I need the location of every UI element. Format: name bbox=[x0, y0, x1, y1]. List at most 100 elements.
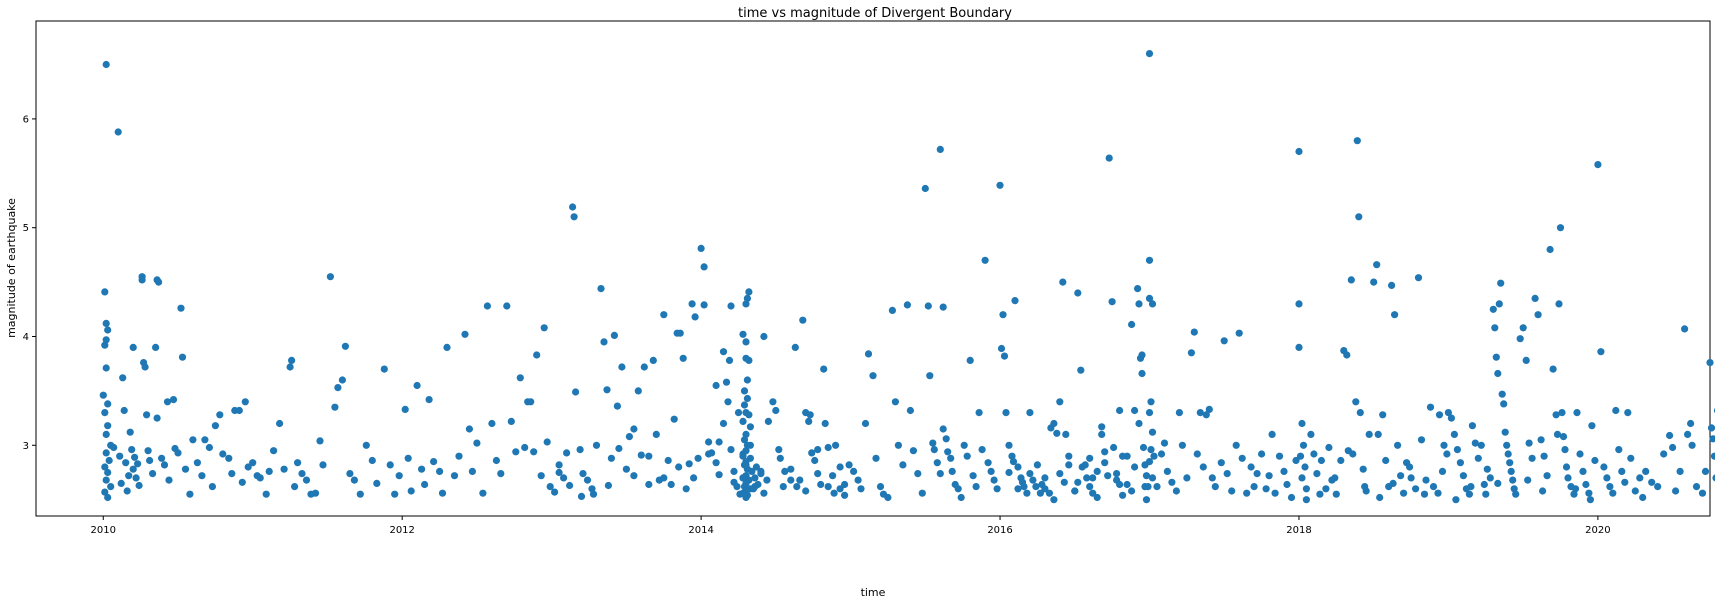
data-point bbox=[1447, 414, 1455, 422]
data-point bbox=[604, 481, 613, 490]
data-point bbox=[776, 454, 784, 462]
data-point bbox=[129, 465, 137, 473]
data-point bbox=[764, 417, 773, 425]
y-tick-label: 5 bbox=[23, 223, 29, 234]
data-point bbox=[1543, 472, 1551, 480]
data-point bbox=[1522, 356, 1530, 364]
data-point bbox=[829, 472, 837, 480]
data-point bbox=[425, 396, 433, 404]
data-point bbox=[1138, 351, 1146, 359]
data-point bbox=[719, 419, 728, 428]
data-point bbox=[740, 387, 749, 395]
data-point bbox=[1586, 496, 1594, 504]
data-point bbox=[808, 449, 816, 457]
data-point bbox=[1684, 430, 1692, 438]
data-point bbox=[1050, 419, 1058, 428]
data-point bbox=[802, 409, 810, 417]
data-point bbox=[1459, 472, 1467, 480]
data-point bbox=[1582, 480, 1590, 489]
data-point bbox=[1494, 479, 1502, 487]
data-point bbox=[1331, 474, 1339, 482]
data-point bbox=[1008, 452, 1016, 460]
data-point bbox=[857, 485, 865, 493]
data-point bbox=[1325, 443, 1333, 452]
data-point bbox=[1712, 474, 1715, 482]
data-point bbox=[854, 476, 862, 484]
data-point bbox=[1123, 480, 1131, 489]
data-point bbox=[984, 459, 992, 467]
data-point bbox=[675, 463, 683, 471]
data-point bbox=[743, 376, 752, 384]
data-point bbox=[208, 483, 216, 491]
y-tick-label: 4 bbox=[23, 332, 29, 343]
data-point bbox=[742, 430, 750, 438]
data-point bbox=[497, 470, 505, 478]
data-point bbox=[1032, 483, 1040, 491]
data-point bbox=[1397, 472, 1405, 480]
data-point bbox=[1710, 452, 1715, 460]
data-point bbox=[430, 458, 438, 466]
data-point bbox=[560, 474, 568, 482]
data-point bbox=[1495, 300, 1503, 308]
data-point bbox=[1528, 454, 1536, 462]
data-point bbox=[936, 145, 944, 153]
data-point bbox=[101, 409, 109, 417]
data-point bbox=[1062, 430, 1070, 438]
data-point bbox=[241, 398, 249, 406]
data-point bbox=[334, 384, 342, 392]
data-point bbox=[1549, 365, 1557, 373]
data-point bbox=[1287, 493, 1296, 502]
data-point bbox=[1011, 297, 1019, 305]
data-point bbox=[119, 374, 127, 382]
data-point bbox=[102, 449, 110, 457]
data-point bbox=[791, 343, 799, 351]
data-point bbox=[697, 244, 705, 252]
data-point bbox=[507, 417, 515, 425]
data-point bbox=[891, 398, 900, 406]
data-point bbox=[1104, 472, 1112, 480]
data-point bbox=[1450, 430, 1458, 438]
data-point bbox=[805, 417, 813, 425]
data-point bbox=[579, 470, 587, 478]
data-point bbox=[1060, 478, 1068, 486]
data-point bbox=[1498, 390, 1506, 398]
data-point bbox=[640, 363, 648, 371]
data-point bbox=[1407, 474, 1415, 482]
data-point bbox=[1145, 256, 1154, 264]
data-point bbox=[1648, 478, 1656, 486]
data-point bbox=[1491, 324, 1499, 332]
data-point bbox=[820, 365, 828, 373]
data-point bbox=[987, 467, 995, 475]
x-tick-label: 2020 bbox=[1585, 525, 1610, 536]
data-point bbox=[1558, 409, 1566, 417]
data-point bbox=[712, 381, 720, 390]
data-point bbox=[832, 441, 840, 449]
data-point bbox=[733, 483, 741, 491]
data-point bbox=[1029, 476, 1037, 484]
data-point bbox=[972, 483, 980, 491]
data-point bbox=[1005, 441, 1013, 449]
data-point bbox=[660, 474, 668, 482]
data-point bbox=[1672, 487, 1680, 495]
data-point bbox=[589, 490, 598, 498]
data-point bbox=[1512, 490, 1520, 498]
data-point bbox=[997, 344, 1006, 353]
data-point bbox=[286, 363, 294, 371]
data-point bbox=[563, 449, 571, 457]
data-point bbox=[163, 398, 172, 406]
data-point bbox=[978, 446, 986, 454]
data-point bbox=[576, 446, 584, 454]
data-point bbox=[116, 452, 124, 460]
data-point bbox=[634, 387, 642, 395]
data-point bbox=[1376, 493, 1384, 502]
x-tick-label: 2010 bbox=[91, 525, 116, 536]
data-point bbox=[152, 343, 160, 351]
data-point bbox=[645, 480, 653, 489]
data-point bbox=[1422, 476, 1430, 484]
data-point bbox=[1606, 483, 1614, 491]
data-point bbox=[739, 452, 747, 460]
data-point bbox=[104, 468, 112, 477]
data-point bbox=[960, 441, 968, 449]
data-point bbox=[294, 459, 302, 467]
data-point bbox=[102, 476, 110, 484]
